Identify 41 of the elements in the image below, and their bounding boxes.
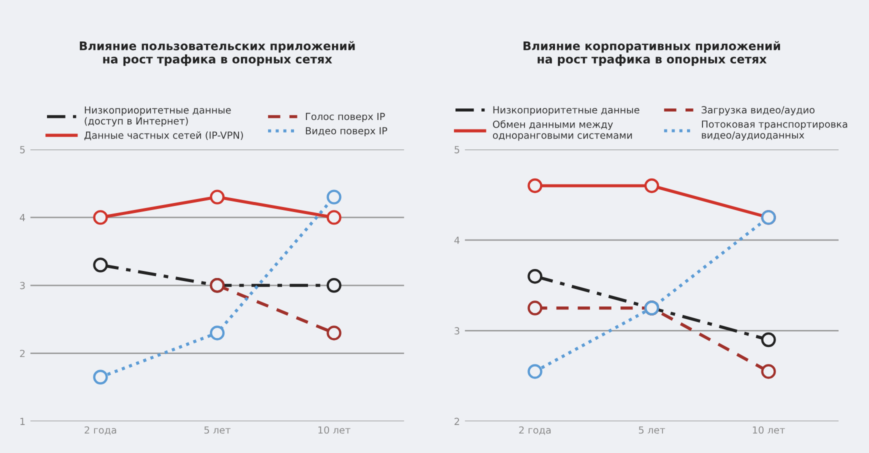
legend-label: Обмен данными между одноранговыми системами — [492, 120, 632, 141]
point — [644, 178, 660, 194]
y-tick-label: 3 — [454, 327, 460, 335]
y-tick-label: 5 — [20, 146, 25, 154]
y-tick-label: 4 — [20, 214, 26, 222]
point — [761, 332, 776, 348]
point — [326, 190, 342, 204]
legend-label: Потоковая транспортировка видео/аудиоданных — [702, 120, 848, 141]
chart-title: Влияние пользовательских приложений на рост трафика в опорных сетях — [80, 41, 355, 66]
point — [93, 258, 108, 272]
x-tick-label: 2 года — [84, 426, 116, 435]
y-tick-label: 5 — [454, 146, 460, 154]
legend-label: Голос поверх IP — [306, 112, 385, 122]
x-tick-label: 5 лет — [638, 426, 666, 434]
x-tick-label: 2 года — [519, 426, 551, 435]
point — [93, 370, 108, 384]
y-tick-label: 3 — [20, 282, 25, 290]
point — [528, 178, 542, 194]
y-tick-label: 2 — [20, 350, 25, 358]
y-tick-label: 2 — [454, 418, 460, 425]
x-tick-label: 10 лет — [318, 426, 350, 434]
legend-label: Загрузка видео/аудио — [702, 106, 815, 116]
point — [761, 364, 776, 379]
x-tick-label: 10 лет — [752, 426, 785, 434]
point — [528, 268, 542, 284]
legend-label: Данные частных сетей (IP-VPN) — [84, 131, 243, 140]
point — [210, 326, 225, 340]
chart-title: Влияние корпоративных приложений на рост трафика в опорных сетях — [524, 41, 780, 66]
legend-label: Низкоприоритетные данные (доступ в Интернет) — [84, 106, 231, 126]
legend-label: Видео поверх IP — [306, 127, 388, 136]
y-tick-label: 1 — [20, 418, 25, 425]
point — [326, 278, 342, 293]
y-tick-label: 4 — [454, 236, 460, 244]
legend-label: Низкоприоритетные данные — [493, 106, 640, 116]
point — [528, 300, 542, 316]
point — [326, 210, 342, 225]
point — [210, 190, 225, 204]
x-tick-label: 5 лет — [204, 426, 231, 434]
point — [326, 326, 342, 340]
point — [528, 364, 542, 379]
point — [93, 210, 108, 225]
